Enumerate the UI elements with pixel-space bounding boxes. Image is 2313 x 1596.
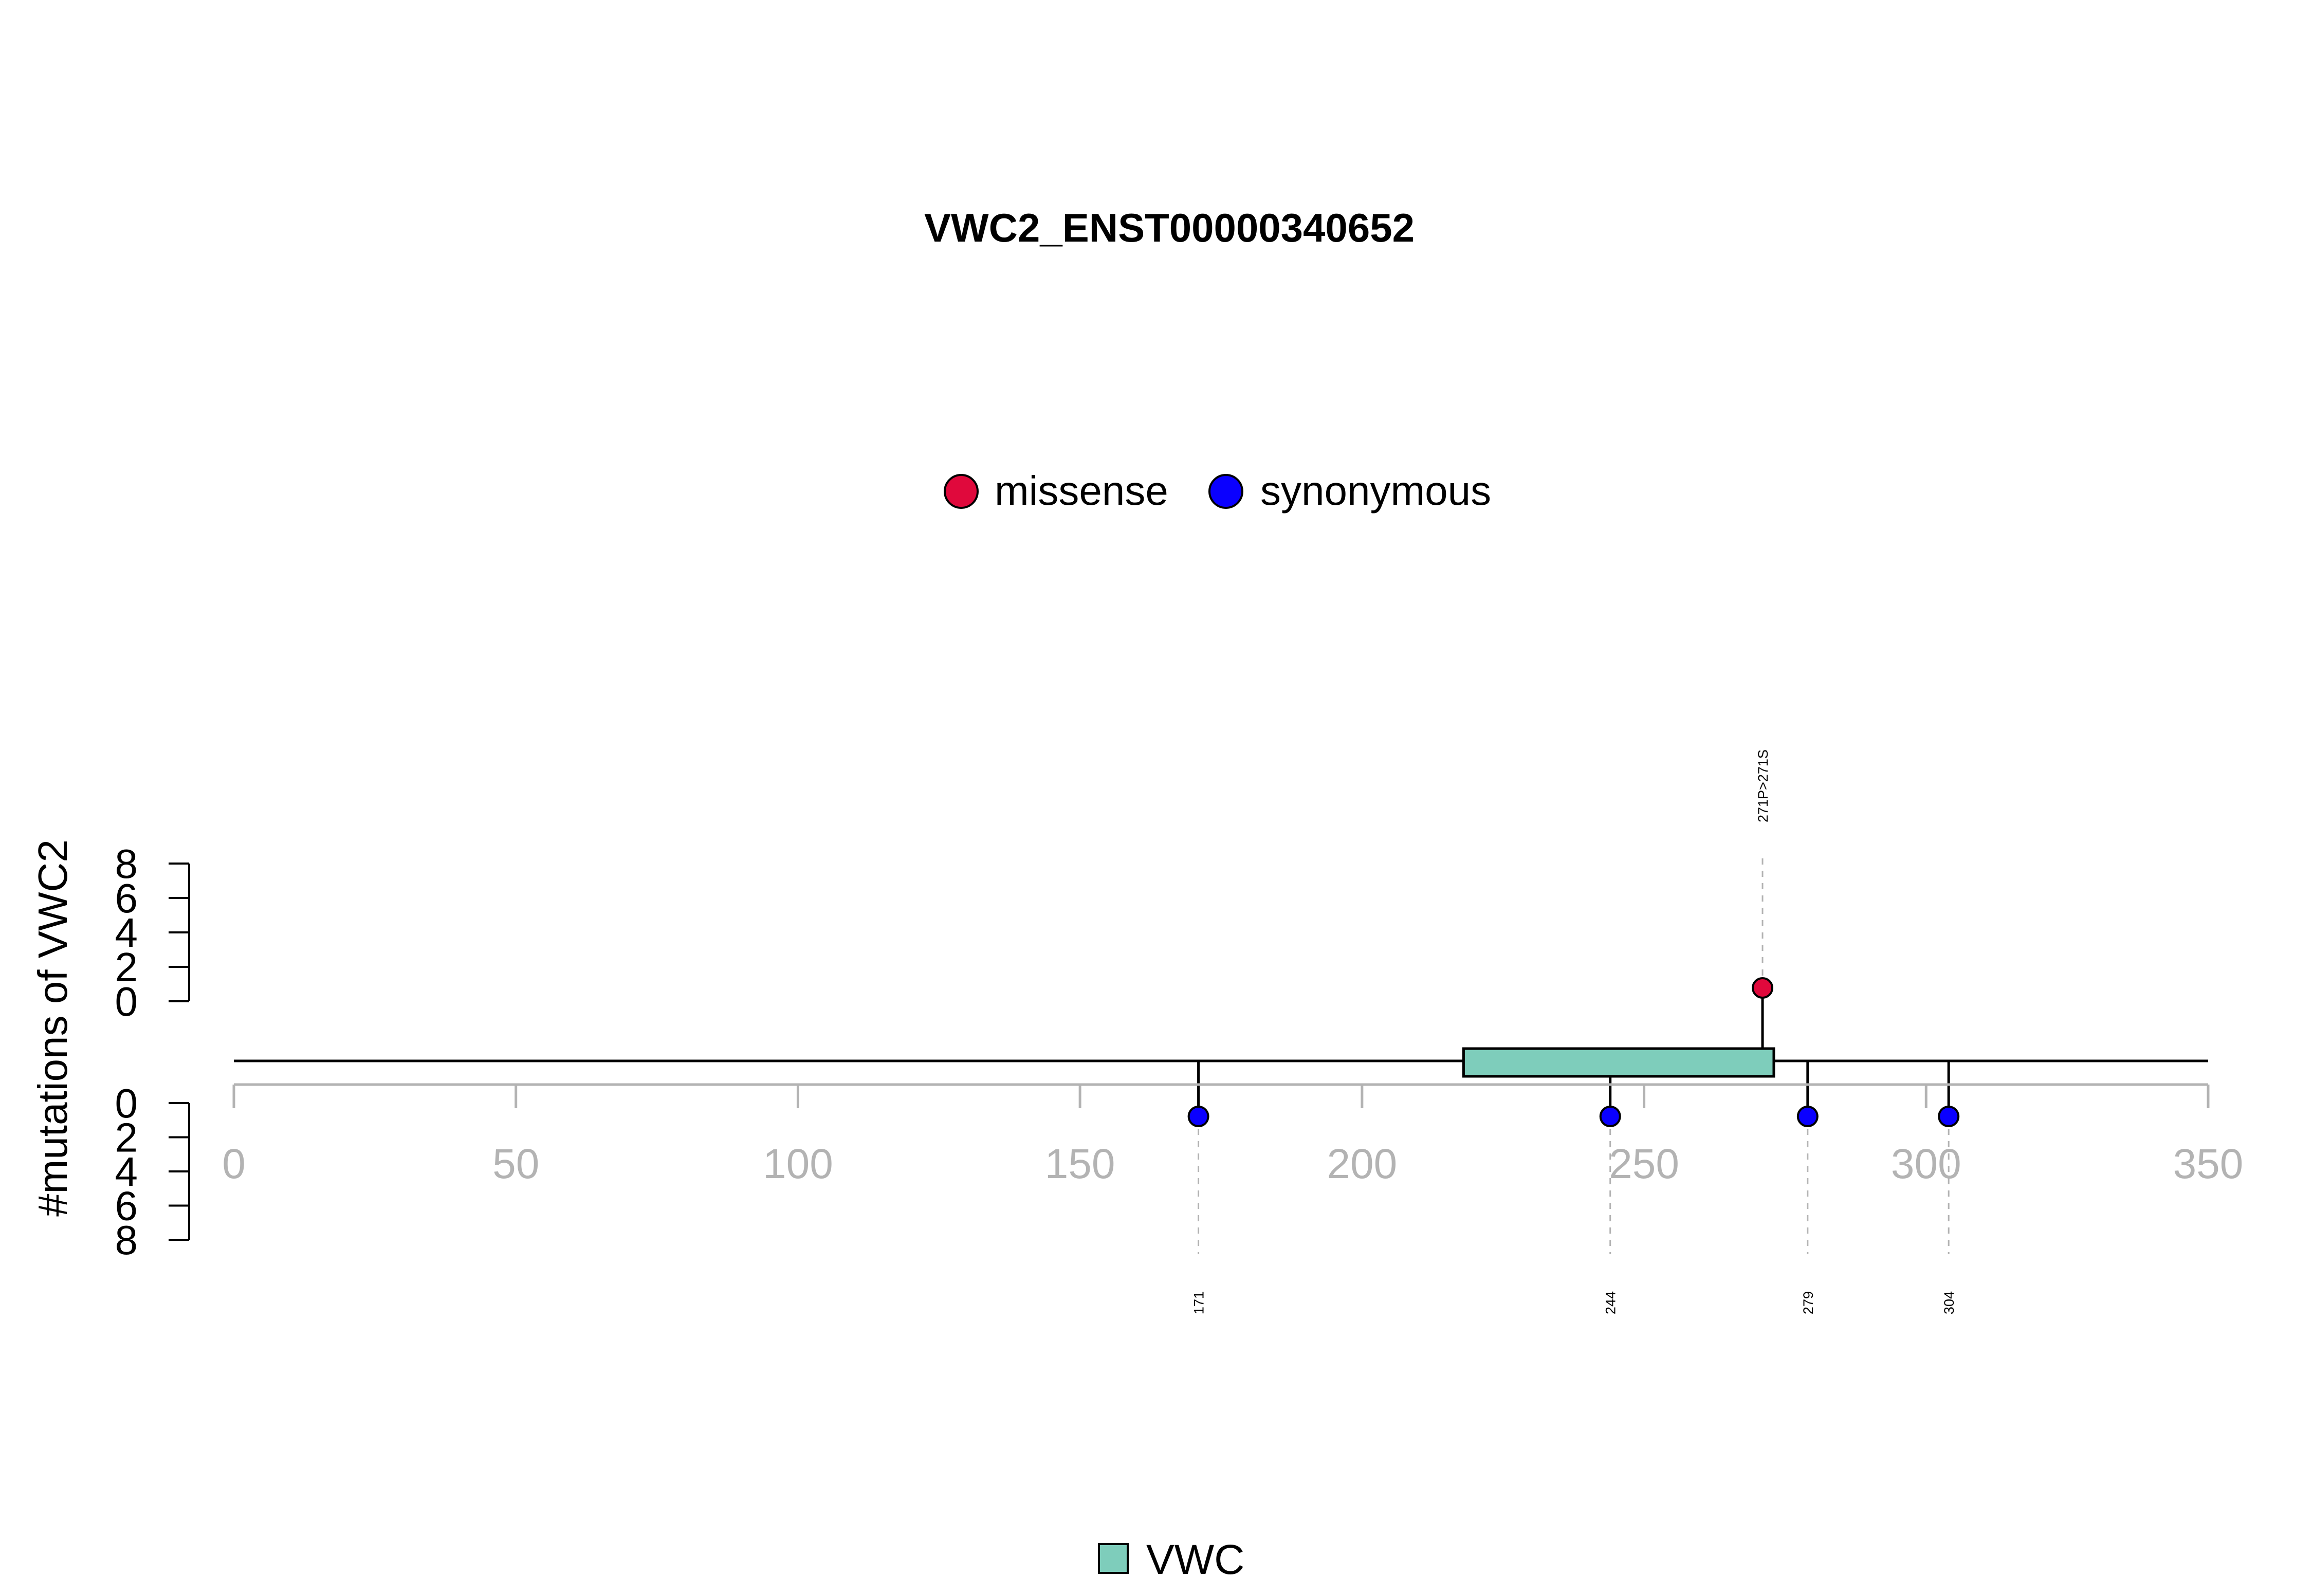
x-tick-label: 300 (1891, 1141, 1961, 1187)
y-tick-label-top: 2 (115, 944, 138, 990)
x-tick-label: 100 (763, 1141, 833, 1187)
x-axis: 0 50 100 150 200 250 300 350 (222, 1083, 2244, 1187)
guide-lines (1198, 858, 1950, 1254)
mutation-label-171: 171 (1191, 1291, 1207, 1314)
y-axis-label: #mutations of VWC2 (30, 839, 76, 1217)
y-tick-label-top: 0 (115, 979, 138, 1024)
legend-label-missense: missense (995, 468, 1168, 513)
y-tick-label-bottom: 4 (115, 1149, 138, 1195)
x-tick-label: 150 (1045, 1141, 1115, 1187)
y-tick-label-bottom: 0 (115, 1080, 138, 1126)
x-tick-label: 350 (2173, 1141, 2244, 1187)
domain-VWC (1462, 1047, 1775, 1078)
y-tick-label-bottom: 8 (115, 1217, 138, 1263)
legend-marker-synonymous (1208, 474, 1243, 509)
mutation-label-271: 271P>271S (1755, 749, 1771, 822)
mutation-point-304 (1938, 1106, 1960, 1127)
y-tick-label-bottom: 2 (115, 1115, 138, 1161)
x-tick-label: 250 (1609, 1141, 1679, 1187)
mutation-legend: missense synonymous (944, 468, 1491, 513)
mutation-point-171 (1187, 1106, 1209, 1127)
x-tick-label: 0 (222, 1141, 246, 1187)
y-tick-label-bottom: 6 (115, 1183, 138, 1229)
mutation-labels: 271P>271S 171 244 279 304 (1191, 749, 1957, 1314)
y-tick-label-top: 8 (115, 841, 138, 887)
mutation-point-279 (1796, 1106, 1819, 1127)
mutation-label-304: 304 (1941, 1291, 1957, 1314)
y-tick-label-top: 6 (115, 875, 138, 921)
mutation-point-271 (1752, 977, 1774, 999)
mutation-point-244 (1599, 1106, 1621, 1127)
mutation-points (1187, 977, 1960, 1127)
domain-legend: VWC (1098, 1536, 1244, 1583)
legend-marker-missense (944, 474, 979, 509)
mutation-label-244: 244 (1603, 1291, 1619, 1314)
domain-legend-label-VWC: VWC (1146, 1536, 1244, 1583)
legend-label-synonymous: synonymous (1260, 468, 1491, 513)
domain-legend-swatch-VWC (1098, 1543, 1129, 1574)
y-tick-label-top: 4 (115, 910, 138, 956)
chart-title: VWC2_ENST00000340652 (924, 205, 1415, 250)
domain-boxes (1462, 1047, 1775, 1078)
x-tick-label: 200 (1327, 1141, 1397, 1187)
mutation-label-279: 279 (1801, 1291, 1816, 1314)
x-tick-label: 50 (492, 1141, 539, 1187)
